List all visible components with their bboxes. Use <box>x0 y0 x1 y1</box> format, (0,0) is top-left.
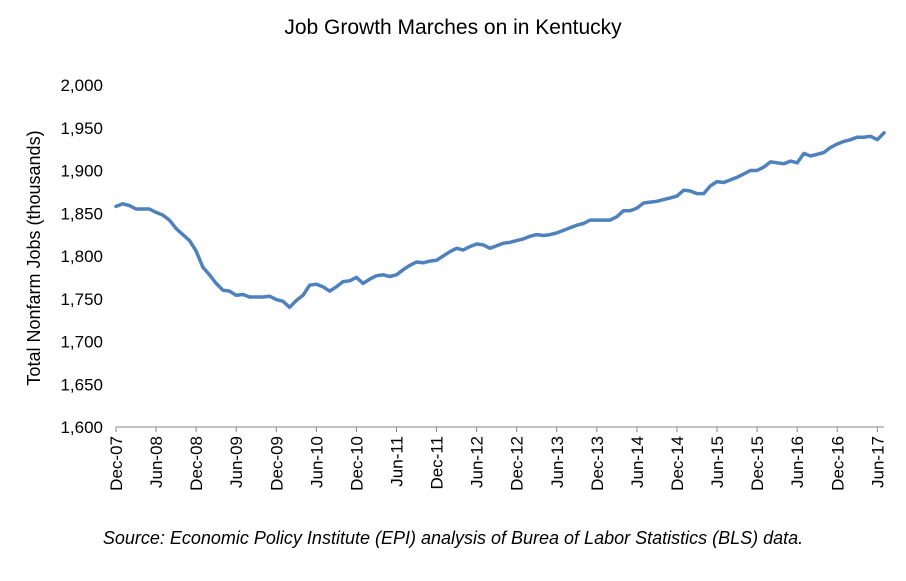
x-tick-label: Jun-08 <box>147 436 166 488</box>
x-tick-label: Jun-14 <box>628 436 647 488</box>
y-tick-label: 1,950 <box>60 119 103 138</box>
x-tick-label: Dec-11 <box>428 436 447 490</box>
x-tick-label: Dec-16 <box>828 436 847 491</box>
source-note: Source: Economic Policy Institute (EPI) … <box>102 528 804 548</box>
y-tick-label: 1,600 <box>60 418 103 437</box>
y-tick-label: 1,700 <box>60 333 103 352</box>
x-tick-label: Dec-09 <box>267 436 286 491</box>
y-tick-label: 1,750 <box>60 290 103 309</box>
x-tick-label: Jun-16 <box>788 436 807 488</box>
y-tick-label: 1,850 <box>60 204 103 223</box>
chart-title: Job Growth Marches on in Kentucky <box>284 16 622 39</box>
x-tick-label: Dec-14 <box>668 436 687 491</box>
y-tick-label: 1,650 <box>60 375 103 394</box>
series-line <box>114 131 886 310</box>
y-tick-label: 2,000 <box>60 76 103 95</box>
x-tick-label: Dec-07 <box>107 436 126 491</box>
x-tick-label: Dec-08 <box>187 436 206 491</box>
x-tick-label: Dec-13 <box>588 436 607 491</box>
y-tick-label: 1,800 <box>60 247 103 266</box>
x-tick-label: Jun-13 <box>548 436 567 488</box>
x-axis-ticks: Dec-07 Jun-08 Dec-08 Jun-09 Dec-09 Jun-10 Dec-… <box>107 427 887 491</box>
x-tick-label: Dec-15 <box>748 436 767 491</box>
y-tick-label: 1,900 <box>60 162 103 181</box>
x-tick-label: Jun-09 <box>227 436 246 488</box>
x-tick-label: Jun-15 <box>708 436 727 488</box>
x-tick-label: Jun-10 <box>307 436 326 488</box>
x-tick-label: Jun-12 <box>468 436 487 488</box>
y-axis-ticks: 1,600 1,650 1,700 1,750 1,800 1,850 1,900 1,950… <box>60 76 103 437</box>
x-tick-label: Dec-10 <box>347 436 366 491</box>
x-tick-label: Jun-11 <box>387 436 406 487</box>
x-tick-label: Dec-12 <box>508 436 527 491</box>
x-tick-label: Jun-17 <box>868 436 887 488</box>
y-axis-label: Total Nonfarm Jobs (thousands) <box>24 130 44 385</box>
